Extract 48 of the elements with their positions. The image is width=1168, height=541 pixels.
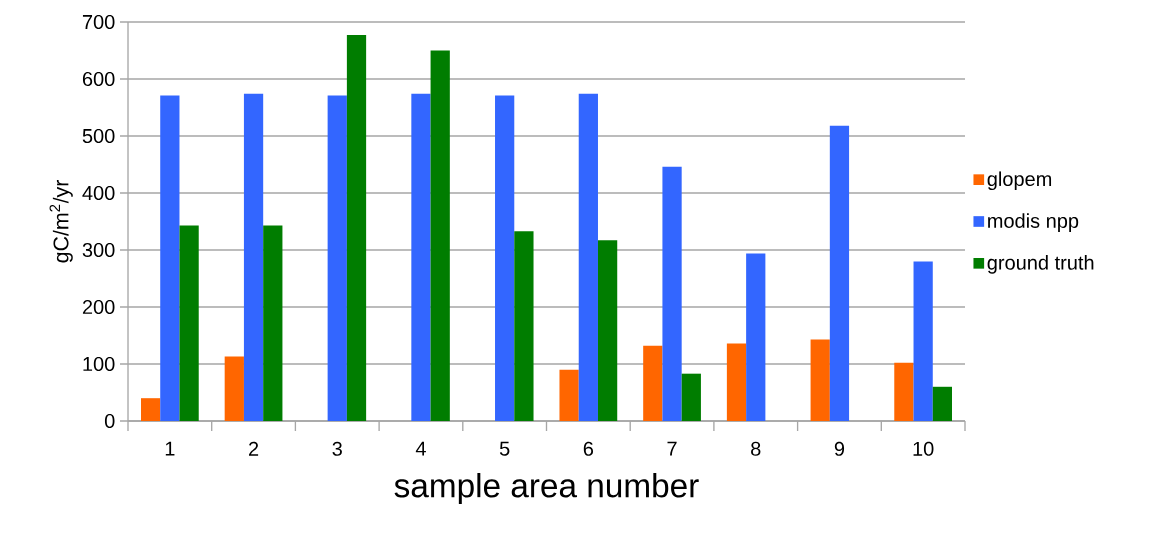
legend-label: glopem [987,171,1052,191]
y-axis-title: gC/m$^{2}$/yr [49,180,73,263]
x-tick-label: 10 [913,441,934,456]
bar [597,240,618,421]
bar [559,369,579,421]
bar [346,35,367,421]
y-tick-label: 0 [104,413,115,429]
x-tick-label: 6 [583,441,594,456]
bar [411,93,431,421]
bar [263,225,283,421]
bar [662,166,682,421]
y-tick-label: 700 [82,14,115,30]
bar [140,398,161,421]
bar [829,125,850,421]
y-tick-label: 500 [82,128,115,144]
x-axis-title: sample area number [394,473,699,505]
bar [810,339,830,421]
y-tick-label: 100 [83,356,115,372]
x-tick-label: 2 [249,441,259,456]
bar [327,95,347,421]
legend-label: ground truth [987,255,1094,274]
y-tick-label: 400 [82,185,115,201]
bar [894,362,914,421]
x-tick-label: 3 [332,441,342,456]
y-tick-label: 200 [82,299,115,315]
legend-label: modis npp [988,213,1079,232]
x-tick-label: 8 [751,441,761,456]
bar [746,253,766,421]
x-tick-label: 4 [415,441,426,456]
x-tick-label: 7 [667,441,677,456]
bar [681,373,701,421]
bar [726,343,747,421]
x-tick-label: 5 [499,441,510,456]
bar [932,386,953,421]
bar [514,231,534,421]
bar [430,50,450,421]
y-tick-label: 300 [82,242,115,258]
x-tick-label: 9 [834,441,845,456]
bar [179,225,199,421]
bar [160,95,180,421]
x-tick-label: 1 [165,441,175,456]
bar [578,93,598,421]
bar [643,345,663,421]
bar [495,95,515,421]
bar [913,261,933,421]
bar [224,356,244,421]
y-tick-label: 600 [82,71,115,87]
bar [243,93,264,421]
